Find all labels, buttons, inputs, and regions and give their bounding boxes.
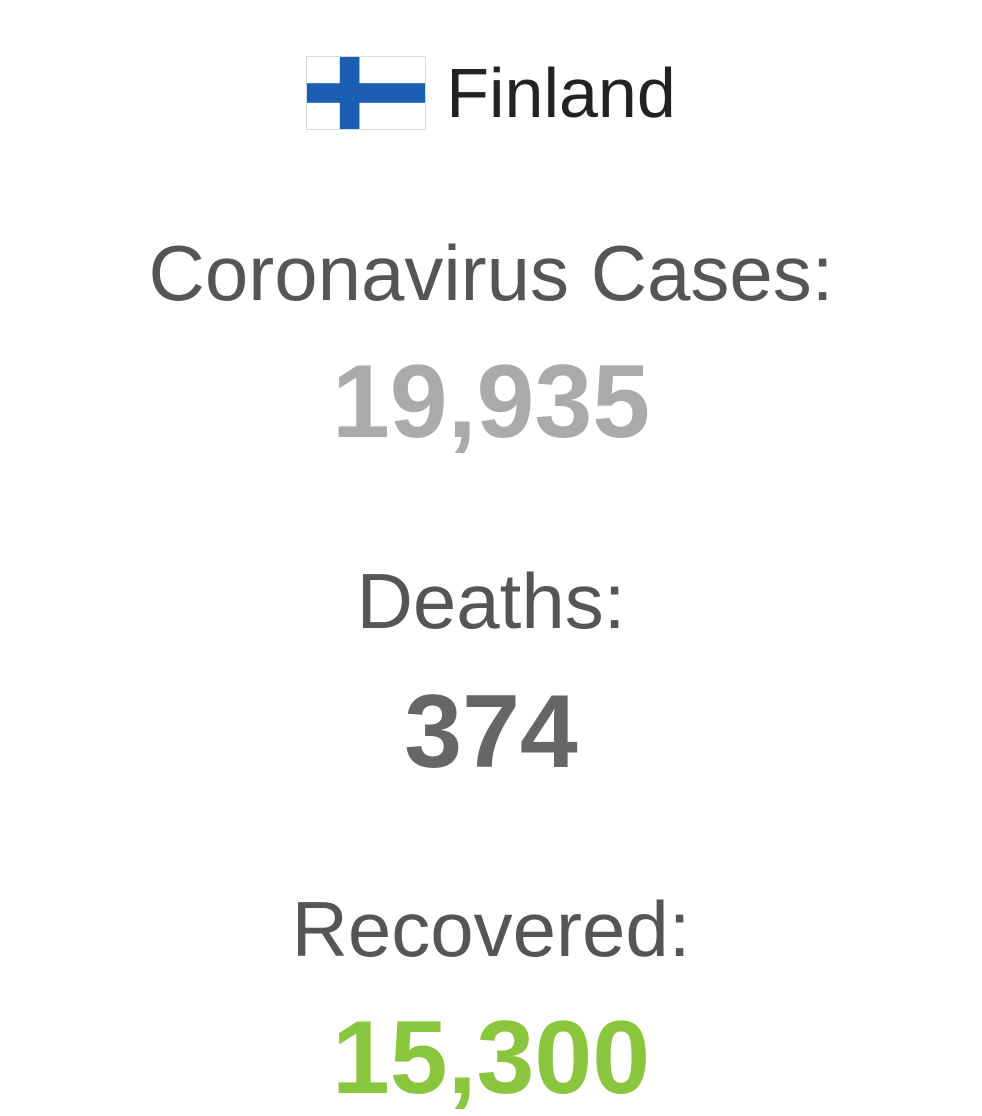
country-name: Finland [446,54,676,132]
recovered-value: 15,300 [331,1000,651,1116]
finland-flag-icon [306,56,427,130]
cases-label: Coronavirus Cases: [148,229,834,317]
deaths-label: Deaths: [356,557,626,645]
country-header: Finland [0,56,982,130]
cases-value: 19,935 [331,344,651,460]
deaths-value: 374 [404,674,578,790]
recovered-label: Recovered: [291,885,691,973]
